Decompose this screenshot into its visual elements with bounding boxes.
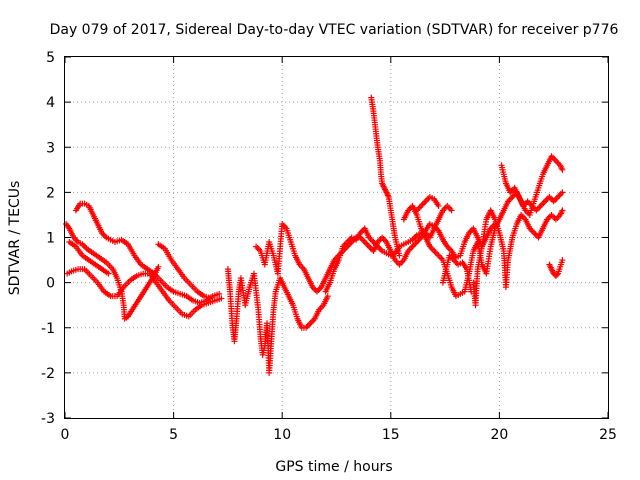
data-point bbox=[324, 293, 331, 300]
y-tick-label: -2 bbox=[41, 366, 55, 382]
y-tick-label: 3 bbox=[46, 140, 55, 156]
y-tick-label: -3 bbox=[41, 411, 55, 427]
grid-layer bbox=[65, 57, 608, 418]
data-point bbox=[553, 271, 560, 278]
data-point bbox=[396, 252, 403, 259]
series-track-k bbox=[498, 162, 566, 214]
series-track-m bbox=[413, 193, 475, 295]
x-tick-label: 25 bbox=[599, 427, 617, 443]
y-tick-label: 4 bbox=[46, 95, 55, 111]
data-point bbox=[448, 207, 455, 214]
y-tick-label: 2 bbox=[46, 185, 55, 201]
x-tick-label: 0 bbox=[61, 427, 70, 443]
data-point bbox=[468, 288, 475, 295]
y-tick-label: 1 bbox=[46, 231, 55, 247]
data-point bbox=[216, 290, 223, 297]
data-point bbox=[559, 189, 566, 196]
y-tick-label: -1 bbox=[41, 321, 55, 337]
series-track-j bbox=[470, 207, 566, 309]
data-point bbox=[559, 257, 566, 264]
plot-frame bbox=[64, 56, 609, 419]
x-tick-label: 10 bbox=[273, 427, 291, 443]
y-tick-label: 5 bbox=[46, 50, 55, 66]
data-point bbox=[559, 166, 566, 173]
data-layer bbox=[63, 94, 566, 376]
data-point bbox=[155, 263, 162, 270]
y-axis-title: SDTVAR / TECUs bbox=[7, 181, 23, 296]
x-tick-label: 20 bbox=[490, 427, 508, 443]
data-point bbox=[559, 207, 566, 214]
data-point bbox=[218, 295, 225, 302]
series-track-i bbox=[400, 153, 566, 300]
chart-title: Day 079 of 2017, Sidereal Day-to-day VTE… bbox=[50, 22, 619, 38]
data-point bbox=[435, 202, 442, 209]
label-layer: 0 5 10 15 20 25 -3 -2 -1 0 1 2 3 4 5 bbox=[41, 50, 617, 443]
x-axis-title: GPS time / hours bbox=[275, 459, 392, 475]
x-tick-label: 15 bbox=[382, 427, 400, 443]
series-track-b bbox=[64, 266, 225, 320]
series-track-a bbox=[63, 220, 162, 322]
data-point bbox=[105, 270, 112, 277]
series-track-f bbox=[253, 202, 455, 295]
series-track-c bbox=[72, 200, 223, 306]
data-point bbox=[207, 295, 214, 302]
x-tick-label: 5 bbox=[169, 427, 178, 443]
series-track-l bbox=[546, 257, 566, 279]
y-tick-label: 0 bbox=[46, 276, 55, 292]
series-track-d bbox=[66, 239, 214, 302]
tick-layer bbox=[64, 56, 609, 419]
series-track-h bbox=[368, 94, 403, 259]
series-track-e bbox=[224, 266, 331, 376]
